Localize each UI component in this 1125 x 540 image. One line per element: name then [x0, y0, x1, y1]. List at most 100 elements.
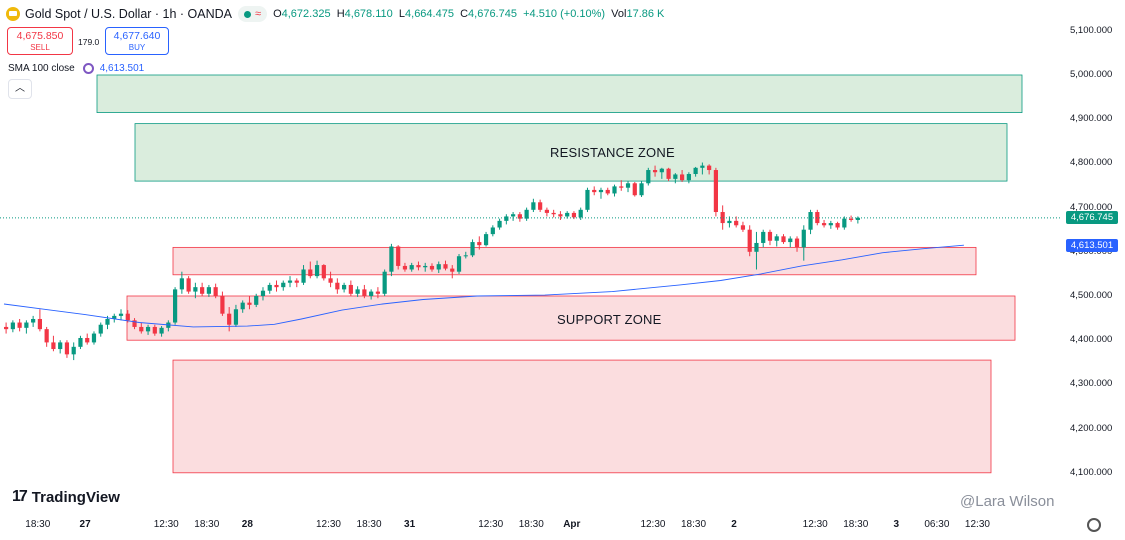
sma-indicator-legend[interactable]: SMA 100 close 4,613.501 [8, 63, 144, 74]
candle-body [680, 174, 685, 181]
candle-body [186, 278, 191, 292]
y-axis-tick: 4,100.000 [1070, 466, 1113, 478]
candle-body [145, 326, 151, 332]
candle [835, 221, 840, 230]
candle-body [538, 202, 543, 210]
candle [578, 207, 583, 220]
candle-body [348, 284, 353, 294]
candle-body [416, 265, 421, 268]
candle [58, 340, 63, 354]
upper-resistance-zone [96, 74, 1023, 113]
candle-body [815, 212, 820, 224]
candle [308, 261, 313, 279]
sell-button[interactable]: 4,675.850 SELL [7, 27, 73, 55]
support-zone-upper [172, 246, 977, 276]
candle [51, 335, 56, 352]
candle-body [497, 220, 502, 228]
candle-body [355, 289, 360, 294]
candle-body [220, 296, 225, 314]
candle-body [118, 313, 124, 316]
candle-body [342, 284, 347, 290]
candle-body [781, 236, 786, 243]
candle [118, 309, 124, 321]
candle [646, 167, 651, 186]
candle-body [85, 337, 90, 343]
candle [828, 220, 833, 229]
last-price-tag: 4,676.745 [1066, 211, 1118, 224]
candle-body [254, 296, 259, 305]
buy-button[interactable]: 4,677.640 BUY [105, 27, 169, 55]
candle [152, 324, 157, 336]
candle [287, 276, 293, 288]
candle [314, 260, 320, 279]
sma-value: 4,613.501 [99, 63, 145, 74]
candle [463, 251, 468, 259]
candle [767, 229, 773, 246]
candle [396, 245, 401, 270]
candle-body [558, 214, 563, 217]
candle-body [105, 318, 110, 325]
y-axis-tick: 4,500.000 [1070, 290, 1113, 301]
x-axis-tick: 18:30 [25, 519, 51, 530]
candle-body [362, 289, 367, 296]
candle-body [700, 165, 705, 168]
candle-body [821, 223, 827, 226]
chevron-up-icon[interactable]: ︿ [8, 79, 32, 99]
candle [605, 187, 610, 196]
tradingview-logo-icon: 17 [12, 488, 28, 505]
candle-body [294, 280, 299, 283]
candle [193, 282, 198, 299]
candle-body [396, 246, 401, 266]
candle [423, 262, 428, 272]
tradingview-logo-text: TradingView [31, 488, 120, 506]
candle-body [483, 234, 489, 246]
candle-body [58, 342, 63, 350]
candle [504, 214, 509, 225]
candle [416, 261, 421, 271]
candle [551, 209, 556, 218]
gear-icon[interactable] [1087, 518, 1101, 532]
candle-body [37, 318, 42, 330]
x-axis-tick: 06:30 [924, 519, 950, 530]
y-axis-tick: 4,300.000 [1070, 378, 1113, 390]
candle [619, 180, 624, 191]
candle-body [598, 189, 604, 193]
support-zone [126, 295, 1016, 341]
candle-body [125, 313, 130, 321]
x-axis-tick: 18:30 [681, 519, 707, 530]
candle-body [456, 256, 462, 272]
candle [436, 261, 441, 274]
candle-body [686, 174, 691, 181]
candle-body [794, 238, 800, 248]
candle-body [436, 264, 441, 270]
indicator-settings-icon[interactable] [82, 63, 94, 74]
candle-body [159, 327, 164, 334]
tradingview-logo[interactable]: 17 TradingView [12, 488, 120, 506]
candle-body [707, 165, 712, 171]
candle-body [713, 170, 718, 213]
candle-body [78, 337, 83, 347]
candle-body [112, 315, 117, 319]
candle-body [639, 183, 644, 196]
candle [85, 333, 90, 345]
symbol-title[interactable]: Gold Spot / U.S. Dollar · 1h · OANDA [25, 7, 233, 21]
candle [24, 320, 29, 334]
candle [740, 221, 746, 232]
candle-body [139, 326, 144, 332]
candle [754, 231, 759, 270]
candle-body [544, 209, 549, 213]
candle-body [267, 284, 272, 291]
y-axis-tick: 4,900.000 [1070, 113, 1113, 125]
candle [260, 287, 266, 301]
candle-body [788, 238, 793, 243]
candle [98, 322, 103, 337]
candle-body [233, 309, 239, 325]
candle [159, 326, 164, 337]
candle-body [578, 209, 583, 218]
market-status-pill[interactable]: ≈ [238, 6, 268, 22]
candle-body [260, 290, 266, 296]
candle [713, 167, 718, 217]
candle [247, 296, 252, 310]
candle [402, 262, 408, 272]
